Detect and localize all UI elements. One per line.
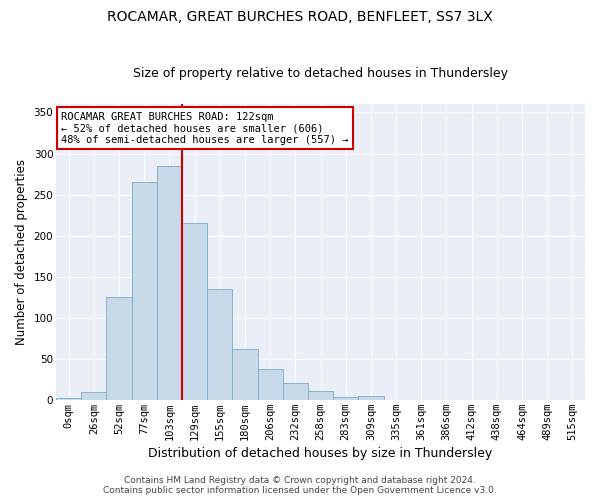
Bar — [308, 390, 333, 400]
Bar — [56, 398, 81, 400]
Bar — [358, 396, 383, 400]
Bar — [232, 349, 257, 400]
X-axis label: Distribution of detached houses by size in Thundersley: Distribution of detached houses by size … — [148, 447, 493, 460]
Bar — [81, 392, 106, 400]
Bar — [257, 370, 283, 400]
Bar — [106, 297, 131, 400]
Text: Contains HM Land Registry data © Crown copyright and database right 2024.
Contai: Contains HM Land Registry data © Crown c… — [103, 476, 497, 495]
Title: Size of property relative to detached houses in Thundersley: Size of property relative to detached ho… — [133, 66, 508, 80]
Bar — [182, 224, 207, 400]
Bar — [207, 289, 232, 400]
Text: ROCAMAR GREAT BURCHES ROAD: 122sqm
← 52% of detached houses are smaller (606)
48: ROCAMAR GREAT BURCHES ROAD: 122sqm ← 52%… — [61, 112, 349, 145]
Bar — [157, 166, 182, 400]
Bar — [283, 384, 308, 400]
Bar — [333, 398, 358, 400]
Y-axis label: Number of detached properties: Number of detached properties — [15, 159, 28, 345]
Text: ROCAMAR, GREAT BURCHES ROAD, BENFLEET, SS7 3LX: ROCAMAR, GREAT BURCHES ROAD, BENFLEET, S… — [107, 10, 493, 24]
Bar — [131, 182, 157, 400]
